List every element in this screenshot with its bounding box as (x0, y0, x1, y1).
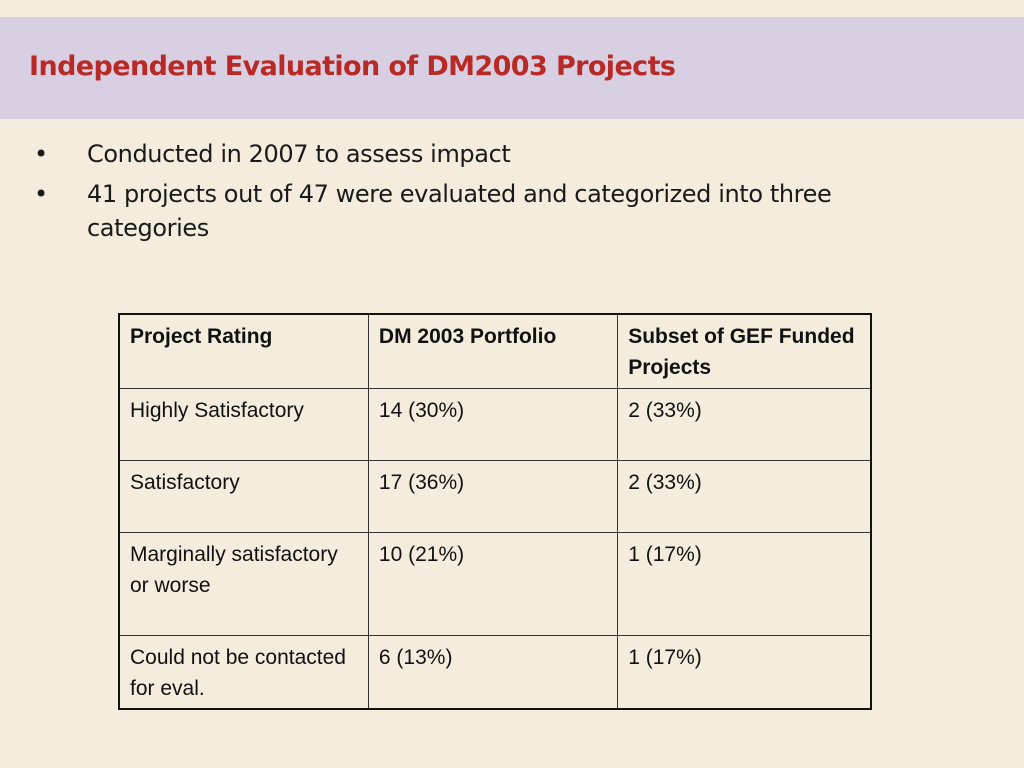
bullet-text: 41 projects out of 47 were evaluated and… (87, 180, 832, 242)
rating-cell: Marginally satisfactory or worse (118, 531, 369, 636)
rating-cell: Highly Satisfactory (118, 387, 369, 461)
bullet-list: • Conducted in 2007 to assess impact • 4… (0, 137, 1024, 251)
portfolio-cell: 14 (30%) (367, 387, 619, 461)
header-gef-subset: Subset of GEF Funded Projects (617, 313, 872, 389)
rating-cell: Could not be contacted for eval. (118, 634, 369, 709)
bullet-dot: • (34, 180, 48, 208)
portfolio-cell: 6 (13%) (367, 634, 619, 709)
table-row: Satisfactory 17 (36%) 2 (33%) (118, 459, 872, 533)
ratings-table: Project Rating DM 2003 Portfolio Subset … (118, 313, 872, 710)
gef-cell: 2 (33%) (617, 459, 872, 533)
gef-cell: 2 (33%) (617, 387, 872, 461)
bullet-item: • 41 projects out of 47 were evaluated a… (0, 177, 917, 245)
rating-cell: Satisfactory (118, 459, 369, 533)
title-band (0, 17, 1024, 119)
gef-cell: 1 (17%) (617, 531, 872, 636)
portfolio-cell: 17 (36%) (367, 459, 619, 533)
gef-cell: 1 (17%) (617, 634, 872, 709)
bullet-item: • Conducted in 2007 to assess impact (0, 137, 917, 171)
bullet-dot: • (34, 140, 48, 168)
table-row: Marginally satisfactory or worse 10 (21%… (118, 531, 872, 636)
table-header-row: Project Rating DM 2003 Portfolio Subset … (118, 313, 872, 389)
table-row: Could not be contacted for eval. 6 (13%)… (118, 634, 872, 709)
header-dm2003-portfolio: DM 2003 Portfolio (367, 313, 619, 389)
header-project-rating: Project Rating (118, 313, 369, 389)
slide-title: Independent Evaluation of DM2003 Project… (29, 51, 676, 82)
table-row: Highly Satisfactory 14 (30%) 2 (33%) (118, 387, 872, 461)
portfolio-cell: 10 (21%) (367, 531, 619, 636)
bullet-text: Conducted in 2007 to assess impact (87, 140, 511, 168)
